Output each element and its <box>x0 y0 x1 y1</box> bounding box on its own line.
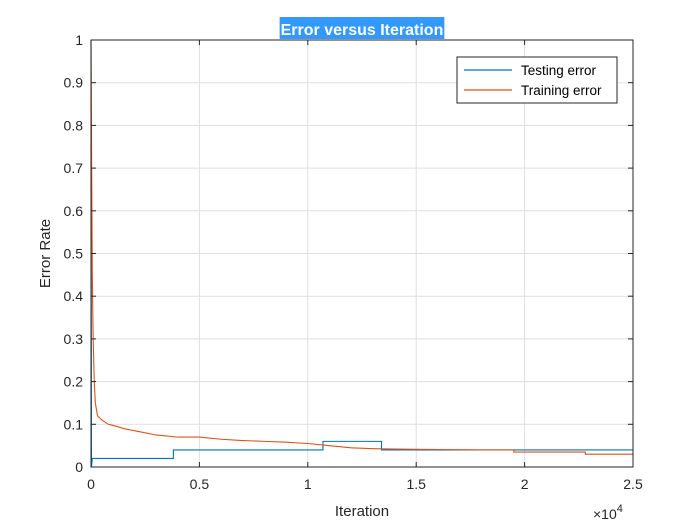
legend: Testing error Training error <box>456 56 618 104</box>
chart-title: Error versus Iteration <box>281 22 444 39</box>
y-tick-label: 0.6 <box>64 203 84 219</box>
x-tick-label: 1.5 <box>406 476 426 492</box>
series-layer <box>90 39 633 468</box>
title-highlight <box>279 17 445 39</box>
x-axis-label: Iteration <box>335 503 389 520</box>
y-tick-label: 0.5 <box>64 246 84 262</box>
y-tick-label: 0.4 <box>64 288 84 304</box>
legend-entry-training-error: Training error <box>521 83 602 98</box>
x-tick-label: 2.5 <box>623 476 643 492</box>
x-axis-exponent-base: ×10 <box>593 506 617 522</box>
x-tick-label: 1 <box>304 476 312 492</box>
series-line-testing-error <box>90 39 633 468</box>
y-tick-label: 0.3 <box>64 331 84 347</box>
x-tick-label: 2 <box>521 476 529 492</box>
legend-entry-testing-error: Testing error <box>521 63 597 78</box>
x-axis-exponent: ×104 <box>593 503 623 522</box>
x-axis-exponent-power: 4 <box>617 503 623 515</box>
legend-box <box>456 56 618 104</box>
y-axis-label: Error Rate <box>37 219 54 288</box>
y-tick-label: 0.9 <box>64 75 84 91</box>
x-tick-label: 0 <box>87 476 95 492</box>
y-tick-label: 0.2 <box>64 374 84 390</box>
grid <box>90 39 634 468</box>
y-tick-label: 0 <box>75 459 83 475</box>
x-tick-label: 0.5 <box>190 476 210 492</box>
y-tick-label: 0.8 <box>64 117 84 133</box>
ticks: 0 0.5 1 1.5 2 2.5 0 0.1 0.2 0.3 0.4 0.5 0.6 0.7 0.8 0.9… <box>64 32 643 492</box>
y-tick-label: 0.1 <box>64 416 84 432</box>
series-line-training-error <box>90 39 633 455</box>
y-tick-label: 1 <box>75 32 83 48</box>
y-tick-label: 0.7 <box>64 160 84 176</box>
